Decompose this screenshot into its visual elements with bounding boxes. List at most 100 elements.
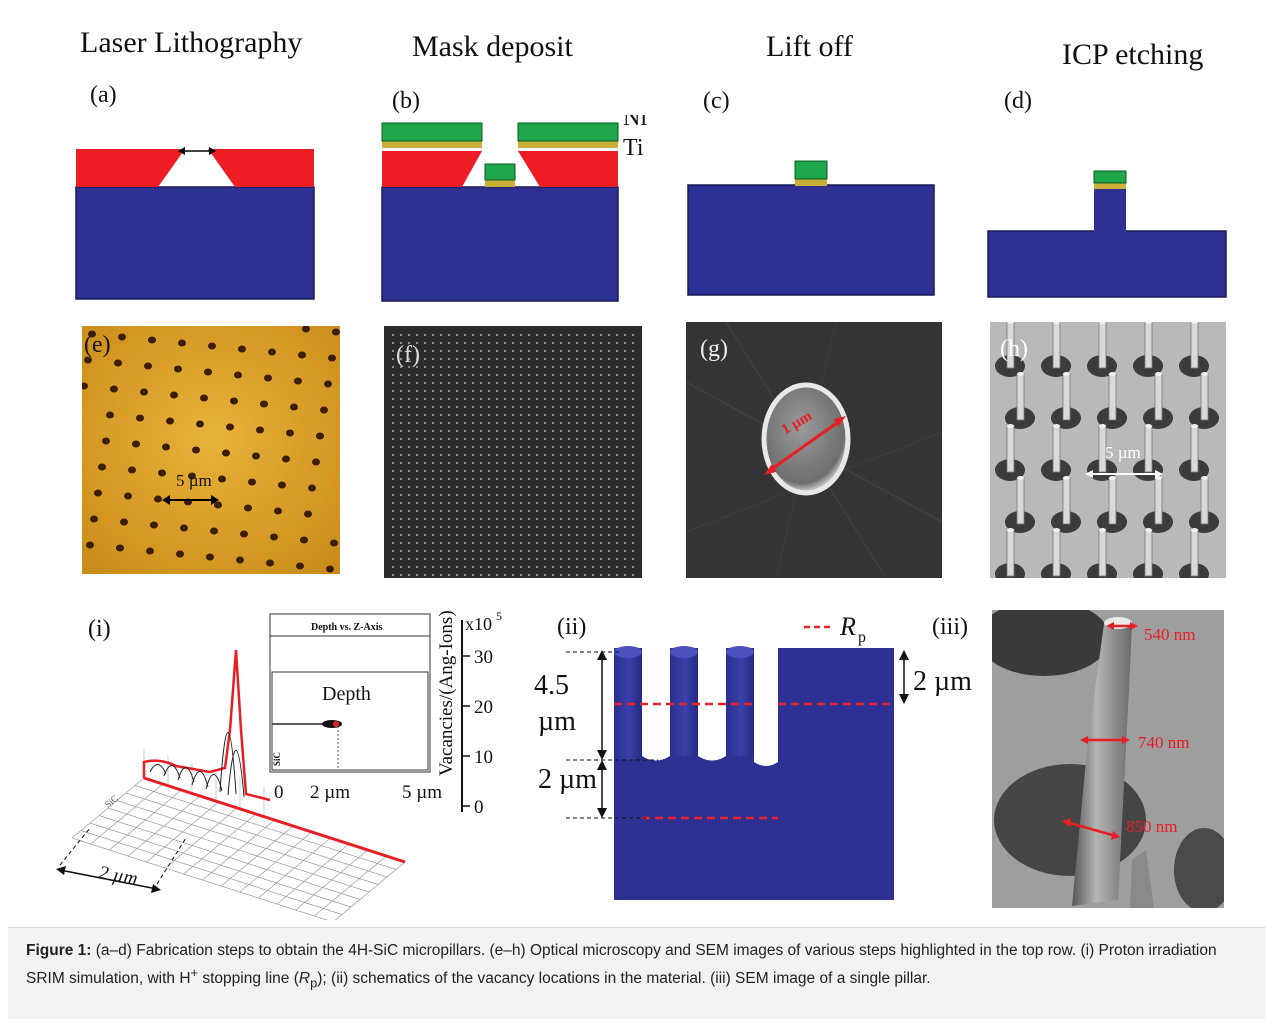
mask-dot <box>392 334 394 336</box>
pillar <box>1200 373 1209 421</box>
mask-dot <box>520 342 522 344</box>
mask-dot <box>552 366 554 368</box>
mask-dot <box>472 446 474 448</box>
mask-dot <box>520 438 522 440</box>
mask-dot <box>624 446 626 448</box>
mask-dot <box>576 374 578 376</box>
mask-dot <box>584 350 586 352</box>
mask-dot <box>608 342 610 344</box>
mask-dot <box>400 350 402 352</box>
mask-dot <box>536 374 538 376</box>
resist-right <box>518 151 618 187</box>
mask-dot <box>464 374 466 376</box>
mask-dot <box>632 494 634 496</box>
hole <box>150 521 158 529</box>
mask-dot <box>512 358 514 360</box>
mask-dot <box>608 430 610 432</box>
caption-text-1: (a–d) Fabrication steps to obtain the 4H… <box>26 942 1217 987</box>
mask-dot <box>480 542 482 544</box>
mask-dot <box>616 550 618 552</box>
mask-dot <box>536 446 538 448</box>
mask-dot <box>496 334 498 336</box>
mask-dot <box>568 486 570 488</box>
mask-dot <box>560 558 562 560</box>
mask-dot <box>424 390 426 392</box>
pillar-top <box>670 646 698 658</box>
mask-dot <box>432 478 434 480</box>
mask-dot <box>432 398 434 400</box>
mask-dot <box>528 494 530 496</box>
mask-dot <box>432 430 434 432</box>
hole <box>324 380 332 388</box>
mask-dot <box>472 406 474 408</box>
mask-dot <box>616 414 618 416</box>
mask-dot <box>520 502 522 504</box>
mask-dot <box>616 574 618 576</box>
mask-dot <box>504 334 506 336</box>
mask-dot <box>392 518 394 520</box>
caption-superscript: + <box>190 964 199 980</box>
mask-dot <box>568 526 570 528</box>
mask-dot <box>520 558 522 560</box>
mask-dot <box>632 558 634 560</box>
mask-dot <box>440 534 442 536</box>
mask-dot <box>400 334 402 336</box>
mask-dot <box>392 550 394 552</box>
x-tick-0: 0 <box>274 782 284 803</box>
mask-dot <box>616 478 618 480</box>
y-tick-label: 0 <box>474 797 484 818</box>
mask-dot <box>536 366 538 368</box>
mask-dot <box>472 374 474 376</box>
mask-dot <box>592 494 594 496</box>
pillar <box>1154 477 1163 525</box>
ni-dot <box>484 163 516 181</box>
mask-dot <box>560 526 562 528</box>
pillar <box>1094 188 1126 234</box>
mask-dot <box>520 550 522 552</box>
mask-dot <box>400 462 402 464</box>
mask-dot <box>440 358 442 360</box>
mask-dot <box>472 358 474 360</box>
mask-dot <box>504 510 506 512</box>
mask-dot <box>480 550 482 552</box>
mask-dot <box>568 494 570 496</box>
mask-dot <box>392 438 394 440</box>
mask-dot <box>560 494 562 496</box>
mask-dot <box>632 550 634 552</box>
mask-dot <box>520 526 522 528</box>
caption-text-2: stopping line ( <box>198 969 299 987</box>
mask-dot <box>512 446 514 448</box>
mask-dot <box>448 470 450 472</box>
mask-dot <box>576 518 578 520</box>
mask-dot <box>616 566 618 568</box>
pillar-top <box>1191 528 1198 532</box>
mask-dot <box>400 446 402 448</box>
mask-dot <box>608 382 610 384</box>
mask-dot <box>560 486 562 488</box>
mask-dot <box>552 558 554 560</box>
mask-dot <box>512 518 514 520</box>
mask-dot <box>592 366 594 368</box>
mask-dot <box>552 462 554 464</box>
mask-dot <box>576 558 578 560</box>
mask-dot <box>496 406 498 408</box>
mask-dot <box>576 390 578 392</box>
hole <box>136 414 144 422</box>
mask-dot <box>448 446 450 448</box>
mask-dot <box>496 542 498 544</box>
mask-dot <box>504 534 506 536</box>
mask-dot <box>576 526 578 528</box>
mask-dot <box>568 438 570 440</box>
hole <box>196 420 204 428</box>
mask-dot <box>616 534 618 536</box>
mask-dot <box>424 422 426 424</box>
mask-dot <box>504 478 506 480</box>
mask-dot <box>464 502 466 504</box>
mask-dot <box>576 486 578 488</box>
arrowhead <box>764 464 776 475</box>
mask-dot <box>568 398 570 400</box>
pillar <box>1006 322 1015 369</box>
mask-dot <box>488 358 490 360</box>
mask-dot <box>448 430 450 432</box>
hole <box>230 397 238 405</box>
